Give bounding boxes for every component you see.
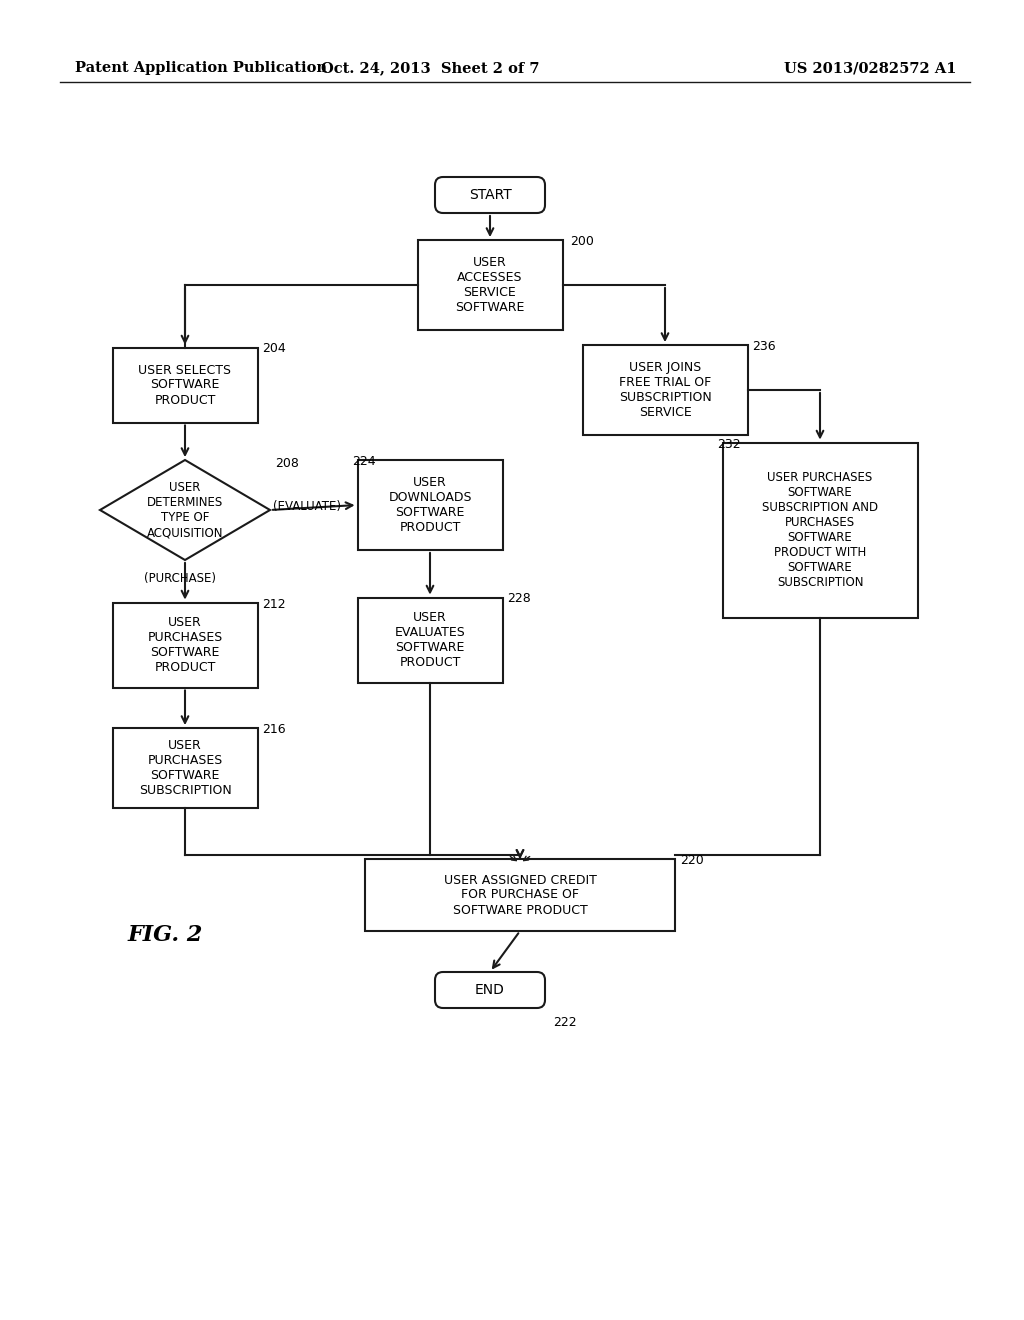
Text: END: END [475,983,505,997]
Text: 232: 232 [718,437,741,450]
Text: START: START [469,187,511,202]
Bar [418,240,562,330]
Text: 220: 220 [680,854,703,867]
Text: USER
DETERMINES
TYPE OF
ACQUISITION: USER DETERMINES TYPE OF ACQUISITION [146,480,223,539]
Text: Patent Application Publication: Patent Application Publication [75,61,327,75]
Polygon shape [100,459,270,560]
Text: USER
PURCHASES
SOFTWARE
PRODUCT: USER PURCHASES SOFTWARE PRODUCT [147,616,222,675]
Text: USER ASSIGNED CREDIT
FOR PURCHASE OF
SOFTWARE PRODUCT: USER ASSIGNED CREDIT FOR PURCHASE OF SOF… [443,874,596,916]
FancyBboxPatch shape [435,177,545,213]
Text: US 2013/0282572 A1: US 2013/0282572 A1 [783,61,956,75]
Text: (PURCHASE): (PURCHASE) [144,572,216,585]
Text: USER SELECTS
SOFTWARE
PRODUCT: USER SELECTS SOFTWARE PRODUCT [138,363,231,407]
Text: 224: 224 [352,455,376,469]
Text: USER
DOWNLOADS
SOFTWARE
PRODUCT: USER DOWNLOADS SOFTWARE PRODUCT [388,477,472,535]
Bar [357,459,503,550]
Bar [357,598,503,682]
Text: FIG. 2: FIG. 2 [127,924,203,946]
Text: 236: 236 [753,341,776,352]
Text: 228: 228 [508,593,531,606]
Text: 208: 208 [275,457,299,470]
Text: USER JOINS
FREE TRIAL OF
SUBSCRIPTION
SERVICE: USER JOINS FREE TRIAL OF SUBSCRIPTION SE… [618,360,712,418]
Bar [365,859,675,931]
Text: USER
ACCESSES
SERVICE
SOFTWARE: USER ACCESSES SERVICE SOFTWARE [456,256,524,314]
Text: 200: 200 [570,235,594,248]
Text: (EVALUATE): (EVALUATE) [273,500,341,513]
Bar [113,602,257,688]
Text: 212: 212 [262,598,286,610]
Bar [723,442,918,618]
Text: USER PURCHASES
SOFTWARE
SUBSCRIPTION AND
PURCHASES
SOFTWARE
PRODUCT WITH
SOFTWAR: USER PURCHASES SOFTWARE SUBSCRIPTION AND… [762,471,878,589]
Text: USER
EVALUATES
SOFTWARE
PRODUCT: USER EVALUATES SOFTWARE PRODUCT [394,611,465,669]
Text: 222: 222 [553,1016,577,1030]
Text: Oct. 24, 2013  Sheet 2 of 7: Oct. 24, 2013 Sheet 2 of 7 [321,61,540,75]
Bar [583,345,748,436]
Text: USER
PURCHASES
SOFTWARE
SUBSCRIPTION: USER PURCHASES SOFTWARE SUBSCRIPTION [138,739,231,797]
Text: 204: 204 [262,342,287,355]
Bar [113,729,257,808]
Bar [113,347,257,422]
FancyBboxPatch shape [435,972,545,1008]
Text: 216: 216 [262,723,286,737]
